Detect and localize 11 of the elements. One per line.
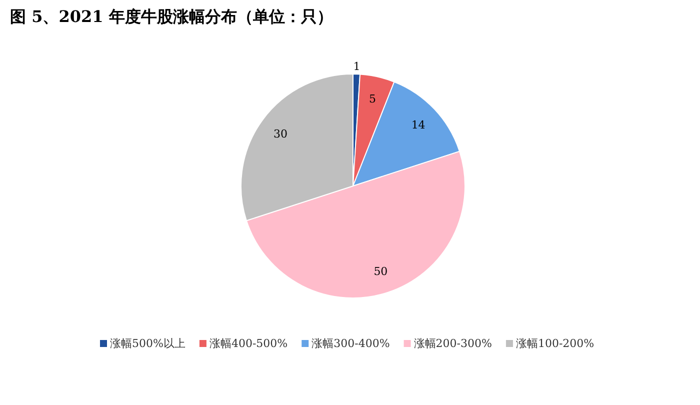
legend-label: 涨幅400-500% (209, 337, 288, 350)
data-label: 50 (374, 265, 388, 278)
legend-label: 涨幅500%以上 (110, 337, 186, 350)
legend-label: 涨幅300-400% (312, 337, 390, 350)
data-label: 1 (353, 60, 360, 74)
data-label: 5 (369, 92, 376, 106)
data-label: 14 (411, 118, 426, 132)
legend-label: 涨幅100-200% (516, 337, 594, 350)
data-label: 30 (274, 127, 288, 140)
chart-title: 图 5、2021 年度牛股涨幅分布（单位：只） (10, 7, 333, 26)
legend-label: 涨幅200-300% (414, 337, 492, 350)
